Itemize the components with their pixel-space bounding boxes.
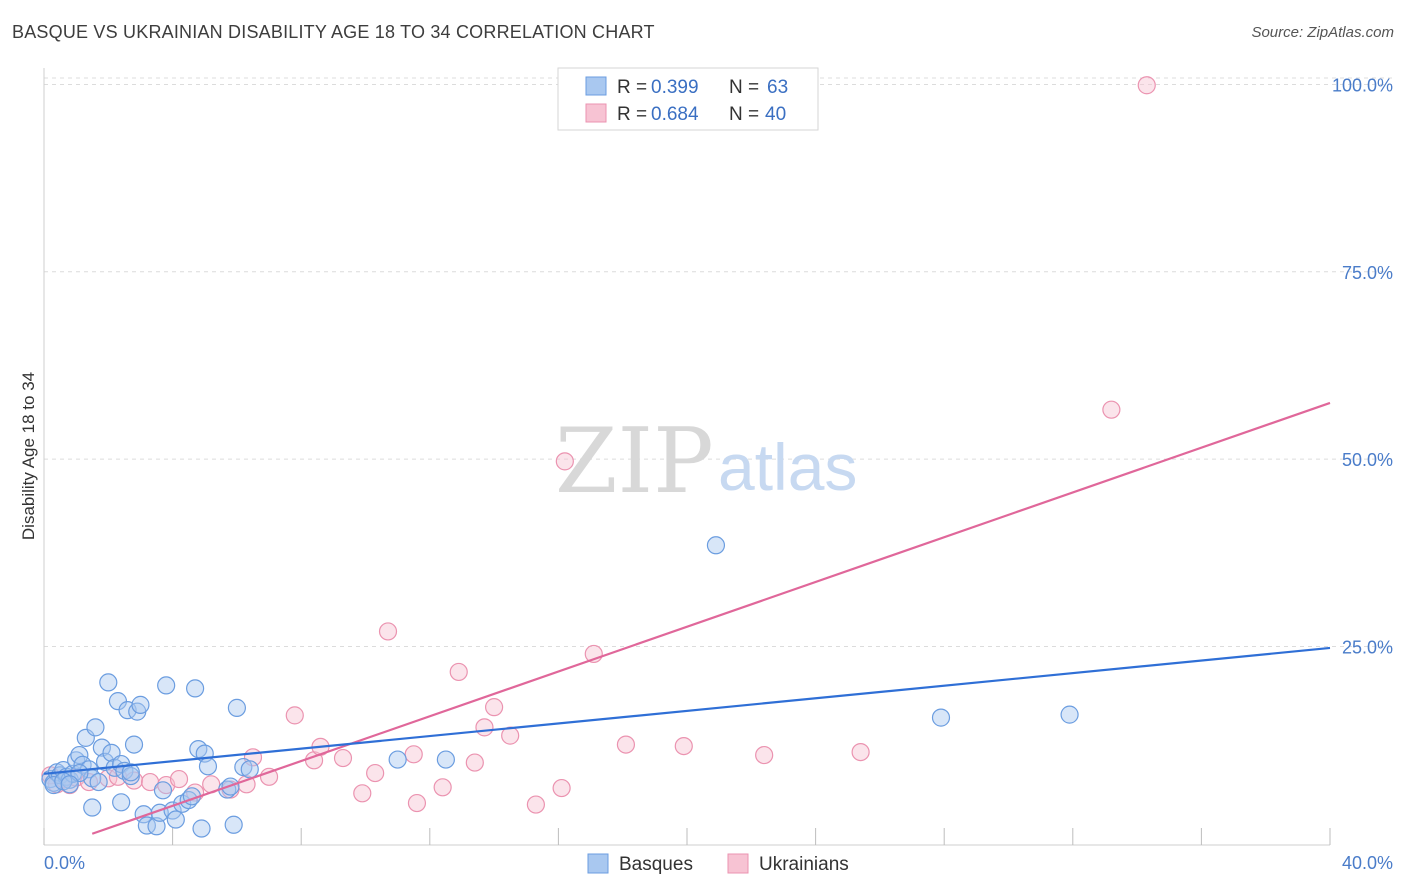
basques-point	[95, 752, 115, 771]
watermark: ZIP atlas	[555, 409, 857, 514]
ukrainians-point	[674, 736, 693, 756]
legend-swatch-basques	[585, 76, 607, 96]
basques-point	[192, 819, 211, 838]
watermark-atlas: atlas	[718, 430, 857, 504]
ukrainians-point	[378, 622, 398, 641]
basques-point	[112, 793, 131, 812]
x-tick-label: 40.0%	[1342, 853, 1393, 873]
basques-trend-line	[43, 646, 1331, 775]
ukrainians-point	[237, 775, 256, 794]
legend-r-label-2: R =	[617, 104, 647, 125]
ukrainians-point	[485, 698, 504, 717]
basques-point	[137, 816, 156, 835]
ukrainians-point	[169, 769, 189, 789]
basques-point	[157, 676, 176, 695]
ukrainians-trend-line	[91, 401, 1331, 835]
y-tick-label: 50.0%	[1342, 450, 1393, 470]
legend-r-value-2: 0.684	[651, 104, 699, 125]
basques-point	[131, 695, 150, 714]
ukrainians-point	[475, 718, 494, 737]
basques-point	[70, 745, 89, 765]
basques-point	[92, 738, 111, 757]
ukrainians-point	[552, 778, 571, 798]
ukrainians-point	[285, 706, 304, 725]
ukrainians-point	[755, 745, 774, 765]
ukrainians-point	[353, 784, 372, 803]
basques-point	[134, 805, 153, 824]
legend-swatch-ukrainians	[585, 103, 607, 123]
basques-point	[124, 735, 144, 754]
gridlines	[44, 77, 1392, 647]
basques-point	[1060, 705, 1079, 724]
ukrainians-point	[555, 452, 574, 471]
trend-lines	[43, 401, 1331, 835]
y-axis-label: Disability Age 18 to 34	[19, 372, 38, 540]
ukrainians-point	[1137, 76, 1156, 95]
watermark-zip: ZIP	[555, 409, 714, 514]
ukrainians-point	[449, 662, 468, 682]
basques-point	[60, 775, 79, 794]
ukrainians-point	[526, 795, 545, 814]
x-tick-labels: 0.0% 40.0%	[44, 853, 1393, 873]
basques-point	[706, 536, 726, 555]
ukrainians-point	[366, 763, 385, 783]
bottom-legend-basques: Basques	[619, 854, 693, 875]
y-tick-label: 75.0%	[1342, 263, 1393, 283]
series-legend: Basques Ukrainians	[587, 853, 849, 875]
legend-n-value-1: 63	[767, 77, 788, 98]
basques-point	[931, 708, 951, 727]
basques-point	[89, 772, 108, 792]
legend-r-value-1: 0.399	[651, 77, 699, 98]
basques-point	[166, 810, 185, 829]
basques-point	[83, 798, 102, 817]
bottom-swatch-basques	[587, 853, 609, 874]
legend-n-label-2: N =	[729, 104, 759, 125]
basques-point	[44, 775, 63, 795]
ukrainians-point	[404, 745, 423, 764]
source-attribution: Source: ZipAtlas.com	[1251, 24, 1394, 41]
basques-point	[224, 815, 243, 834]
legend-r-label-1: R =	[617, 77, 647, 98]
basques-point	[86, 718, 105, 737]
basques-point	[227, 698, 246, 717]
basques-point	[436, 750, 455, 769]
legend-n-value-2: 40	[765, 104, 786, 125]
bottom-swatch-ukrainians	[727, 853, 749, 874]
basques-point	[99, 673, 118, 692]
basques-point	[147, 817, 166, 836]
correlation-legend: R = 0.399 N = 63 R = 0.684 N = 40	[557, 67, 819, 131]
chart-title: BASQUE VS UKRAINIAN DISABILITY AGE 18 TO…	[12, 22, 655, 42]
ukrainians-point	[1102, 400, 1121, 419]
ukrainians-point	[433, 778, 452, 797]
ukrainians-point	[333, 748, 353, 768]
basques-point	[198, 757, 218, 776]
basques-point	[121, 763, 140, 782]
basques-point	[153, 781, 173, 800]
ukrainians-point	[465, 753, 484, 772]
ukrainians-point	[851, 742, 870, 762]
basques-point	[186, 679, 205, 698]
basques-point	[240, 760, 259, 779]
bottom-legend-ukrainians: Ukrainians	[759, 854, 849, 875]
legend-n-label-1: N =	[729, 77, 759, 98]
axes	[43, 68, 1331, 846]
y-tick-labels: 25.0% 50.0% 75.0% 100.0%	[1332, 75, 1393, 657]
y-tick-label: 100.0%	[1332, 75, 1393, 95]
y-tick-label: 25.0%	[1342, 637, 1393, 657]
ukrainians-point	[616, 735, 636, 754]
ukrainians-point	[407, 793, 427, 813]
basques-point	[388, 750, 407, 769]
x-tick-label: 0.0%	[44, 853, 85, 873]
